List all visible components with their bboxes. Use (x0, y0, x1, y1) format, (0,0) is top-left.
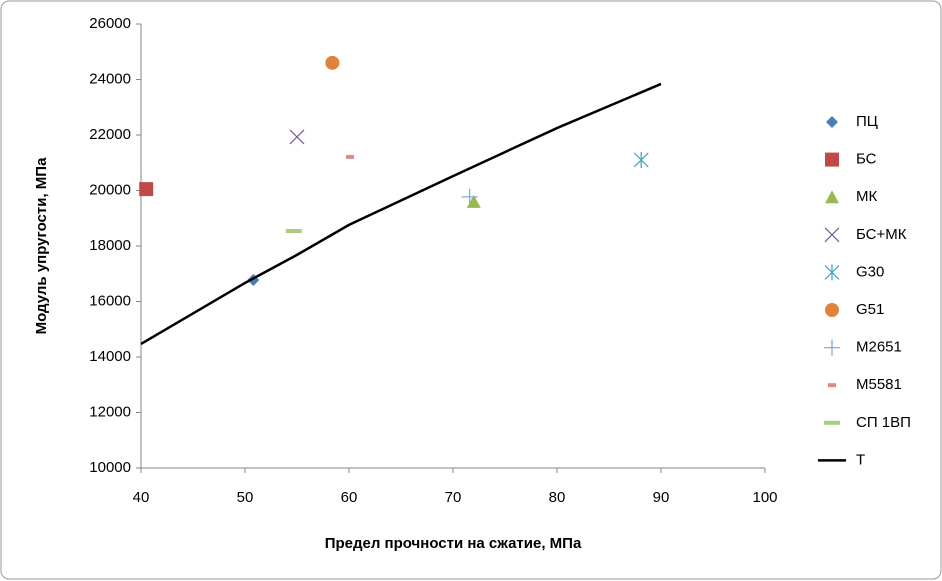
legend-label: БС+МК (856, 226, 907, 243)
x-tick-label: 70 (445, 489, 462, 506)
y-tick-label: 18000 (89, 237, 131, 254)
legend-marker (824, 339, 840, 356)
y-tick-label: 16000 (89, 292, 131, 309)
y-tick-label: 10000 (89, 459, 131, 476)
y-tick-label: 24000 (89, 70, 131, 87)
x-axis-title: Предел прочности на сжатие, МПа (325, 535, 582, 552)
legend-marker (825, 152, 839, 167)
legend-label: M2651 (856, 339, 902, 356)
y-tick-label: 20000 (89, 181, 131, 198)
data-point (633, 151, 649, 168)
data-point (346, 154, 355, 159)
legend-marker (825, 303, 839, 317)
x-tick-label: 40 (133, 489, 150, 506)
y-tick-label: 26000 (89, 15, 131, 32)
legend-marker (825, 190, 839, 204)
legend-label: СП 1ВП (856, 414, 911, 431)
legend-label: G30 (856, 263, 884, 280)
legend-marker (824, 420, 840, 425)
legend-marker (828, 383, 836, 388)
data-point (461, 188, 478, 205)
y-axis-title: Модуль упругости, МПа (33, 157, 50, 334)
legend-marker (826, 116, 838, 128)
legend-label: ПЦ (856, 113, 878, 130)
x-tick-label: 100 (752, 489, 777, 506)
y-tick-label: 12000 (89, 403, 131, 420)
data-point (139, 182, 154, 197)
x-tick-label: 80 (549, 489, 566, 506)
data-point (466, 194, 481, 208)
legend-marker (824, 227, 840, 243)
legend-label: M5581 (856, 376, 902, 393)
x-tick-label: 90 (653, 489, 670, 506)
x-tick-label: 50 (237, 489, 254, 506)
x-tick-label: 60 (341, 489, 358, 506)
y-tick-label: 22000 (89, 126, 131, 143)
legend-marker (824, 264, 840, 281)
data-point (325, 55, 340, 70)
legend-label: Т (856, 451, 865, 468)
data-point (289, 129, 305, 145)
trend-line (140, 82, 662, 346)
y-tick-label: 14000 (89, 348, 131, 365)
legend-label: G51 (856, 301, 884, 318)
data-point (285, 229, 302, 234)
legend-label: БС (856, 151, 877, 168)
legend-label: МК (856, 188, 877, 205)
